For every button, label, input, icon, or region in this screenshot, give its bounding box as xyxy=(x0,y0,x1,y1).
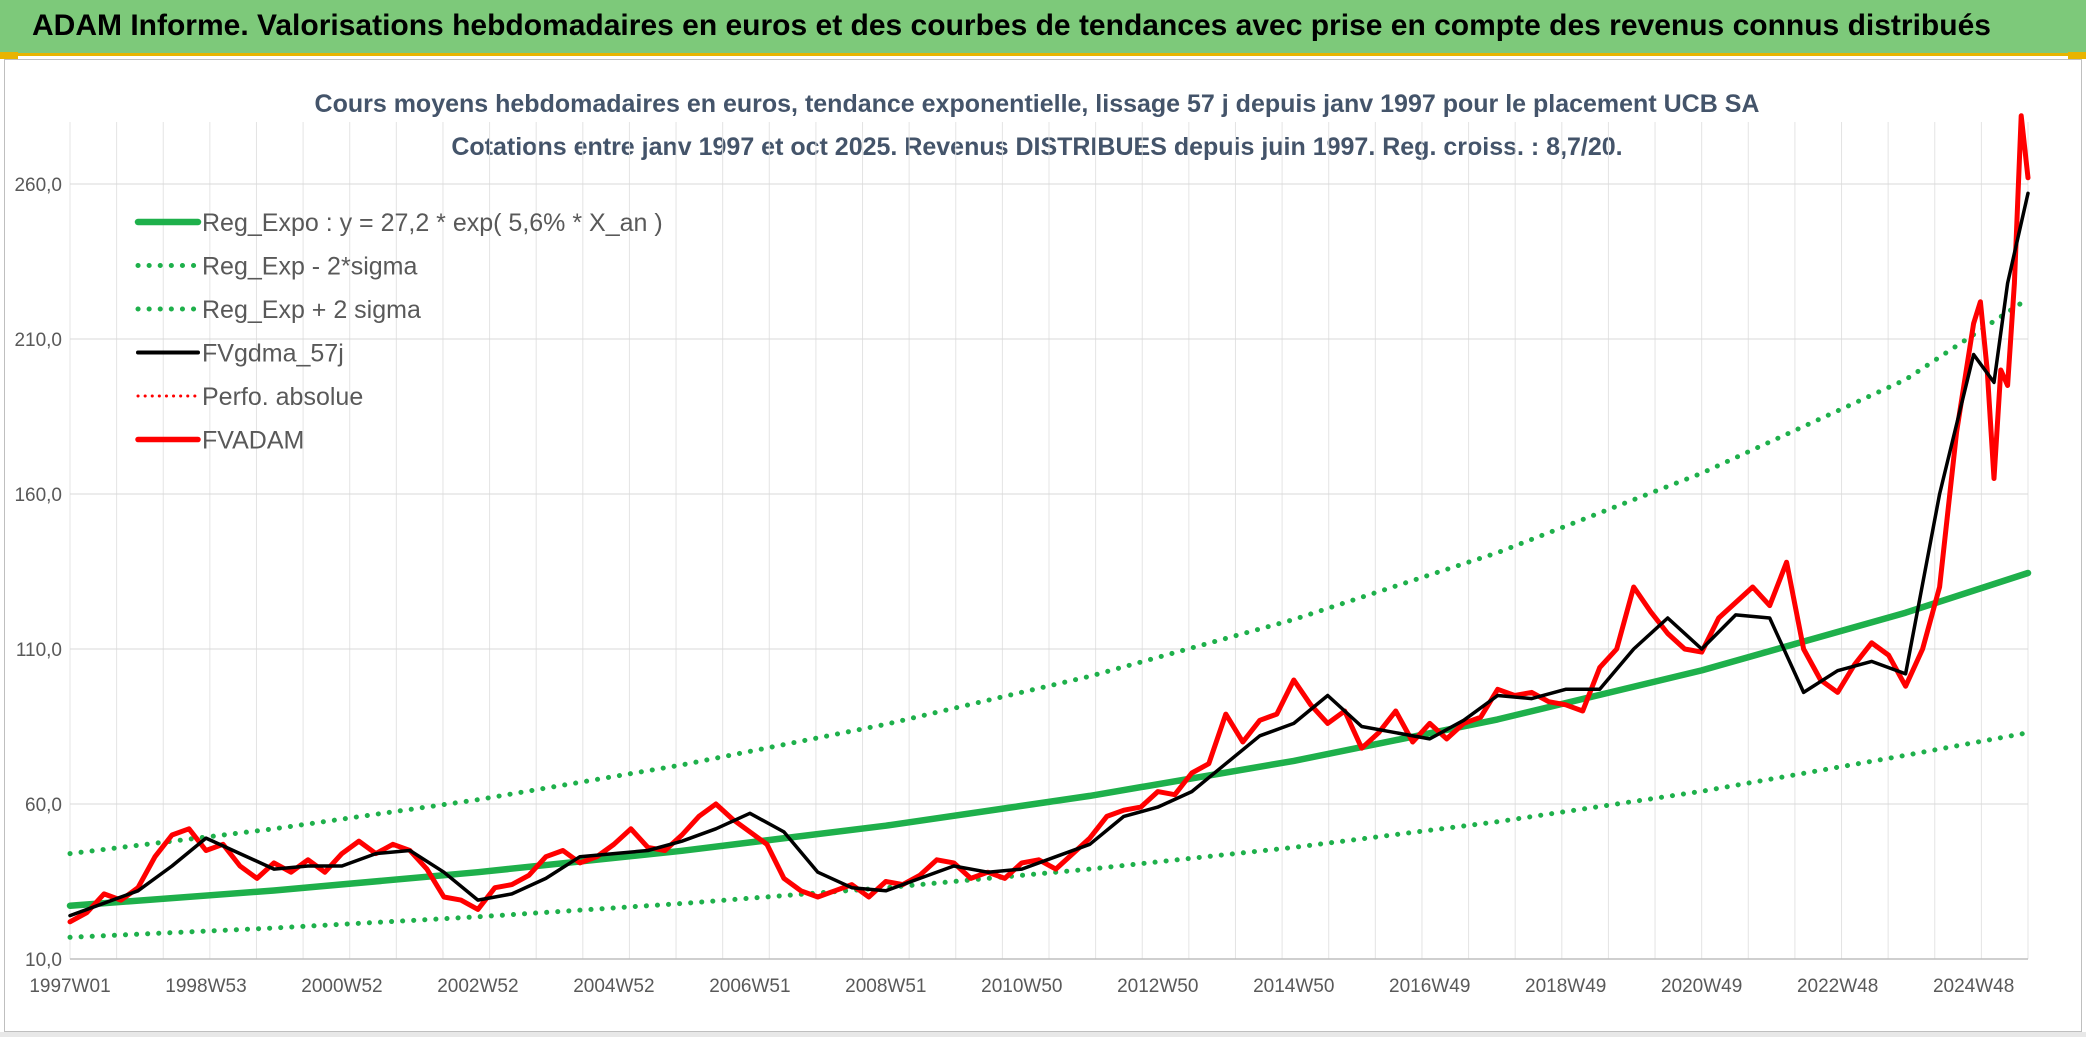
x-tick-label: 2002W52 xyxy=(437,976,518,997)
x-tick-label: 2004W52 xyxy=(573,976,654,997)
x-tick-label: 2008W51 xyxy=(845,976,926,997)
y-tick-label: 210,0 xyxy=(14,330,62,351)
x-tick-label: 1998W53 xyxy=(165,976,246,997)
series-line xyxy=(66,569,2032,909)
x-tick-label: 2020W49 xyxy=(1661,976,1742,997)
x-tick-label: 2014W50 xyxy=(1253,976,1334,997)
x-tick-label: 2012W50 xyxy=(1117,976,1198,997)
x-tick-label: 1997W01 xyxy=(29,976,110,997)
y-tick-label: 110,0 xyxy=(16,640,62,661)
legend-label: Reg_Exp + 2 sigma xyxy=(202,296,421,324)
chart-title-line2: Cotations entre janv 1997 et oct 2025. R… xyxy=(451,133,1622,161)
legend-label: FVgdma_57j xyxy=(202,340,344,368)
series-line xyxy=(67,730,2031,940)
x-tick-label: 2010W50 xyxy=(981,976,1062,997)
bottom-edge xyxy=(0,1032,2086,1037)
chart-title-line1: Cours moyens hebdomadaires en euros, ten… xyxy=(315,90,1760,118)
x-tick-label: 2016W49 xyxy=(1389,976,1470,997)
corner-accent-left xyxy=(0,52,18,59)
y-tick-label: 160,0 xyxy=(14,485,62,506)
legend-label: FVADAM xyxy=(202,427,304,455)
y-tick-label: 60,0 xyxy=(25,795,62,816)
series xyxy=(66,113,2032,940)
y-tick-label: 260,0 xyxy=(14,175,62,196)
series-line xyxy=(67,296,2031,857)
chart-frame xyxy=(4,59,2082,1032)
corner-accent-right xyxy=(2068,52,2086,59)
legend-label: Perfo. absolue xyxy=(202,383,363,411)
x-tick-label: 2000W52 xyxy=(301,976,382,997)
x-tick-label: 2018W49 xyxy=(1525,976,1606,997)
y-tick-label: 10,0 xyxy=(25,950,62,971)
legend-label: Reg_Expo : y = 27,2 * exp( 5,6% * X_an ) xyxy=(202,209,663,237)
legend: Reg_Expo : y = 27,2 * exp( 5,6% * X_an )… xyxy=(134,209,663,455)
x-tick-label: 2022W48 xyxy=(1797,976,1878,997)
header-banner: ADAM Informe. Valorisations hebdomadaire… xyxy=(0,0,2086,56)
grid xyxy=(69,122,2029,960)
x-tick-label: 2006W51 xyxy=(709,976,790,997)
series-line xyxy=(68,191,2030,918)
x-tick-label: 2024W48 xyxy=(1933,976,2014,997)
page-title: ADAM Informe. Valorisations hebdomadaire… xyxy=(32,9,1991,42)
legend-label: Reg_Exp - 2*sigma xyxy=(202,253,417,281)
axes: 10,0 60,0 110,0 160,0 210,0 260,0 1997W01 1998W… xyxy=(14,175,2028,997)
